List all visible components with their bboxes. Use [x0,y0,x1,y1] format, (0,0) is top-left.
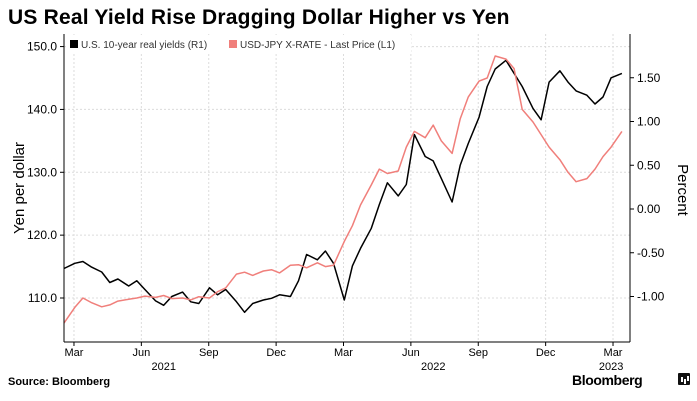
right-tick-label: 0.50 [637,158,661,172]
right-tick-label: -0.50 [637,246,665,260]
series-lines [63,55,623,324]
right-tick-label: 0.00 [637,202,661,216]
legend-swatch-real-yield [70,40,78,48]
left-tick-label: 120.0 [27,228,57,242]
x-tick-label: Sep [468,347,488,359]
legend-label-real-yield: U.S. 10-year real yields (R1) [81,40,207,51]
legend-background [66,35,411,53]
left-axis-title: Yen per dollar [11,142,28,234]
brand-logo: Bloomberg [572,372,643,388]
chart-title: US Real Yield Rise Dragging Dollar Highe… [8,6,510,29]
legend: U.S. 10-year real yields (R1) USD-JPY X-R… [66,35,411,53]
real-yield-series-line [63,59,623,314]
x-tick-label: Mar [334,347,353,359]
x-tick-label: Sep [199,347,219,359]
x-tick-label: Dec [536,347,556,359]
usdjpy-series-line [63,55,623,324]
legend-swatch-usdjpy [229,40,237,48]
x-tick-label: Mar [64,347,83,359]
left-tick-label: 150.0 [27,40,57,54]
left-tick-label: 140.0 [27,102,57,116]
x-tick-label: Jun [132,347,150,359]
right-tick-label: 1.50 [637,71,661,85]
year-label: 2023 [599,361,623,373]
legend-label-usdjpy: USD-JPY X-RATE - Last Price (L1) [240,40,395,51]
right-tick-label: -1.00 [637,290,665,304]
x-tick-label: Dec [266,347,286,359]
x-tick-label: Jun [402,347,420,359]
source-note: Source: Bloomberg [8,376,111,388]
x-tick-label: Mar [604,347,623,359]
left-tick-label: 110.0 [28,291,57,305]
right-tick-label: 1.00 [637,115,661,129]
left-tick-label: 130.0 [27,165,57,179]
gridlines [64,34,630,342]
right-axis-title: Percent [674,164,691,217]
axes: 110.0 120.0 130.0 140.0 150.0 -1.00 -0.50 0.00 0… [11,34,691,373]
year-label: 2022 [421,361,445,373]
year-label: 2021 [151,361,175,373]
bloomberg-chart-icon [678,373,690,385]
